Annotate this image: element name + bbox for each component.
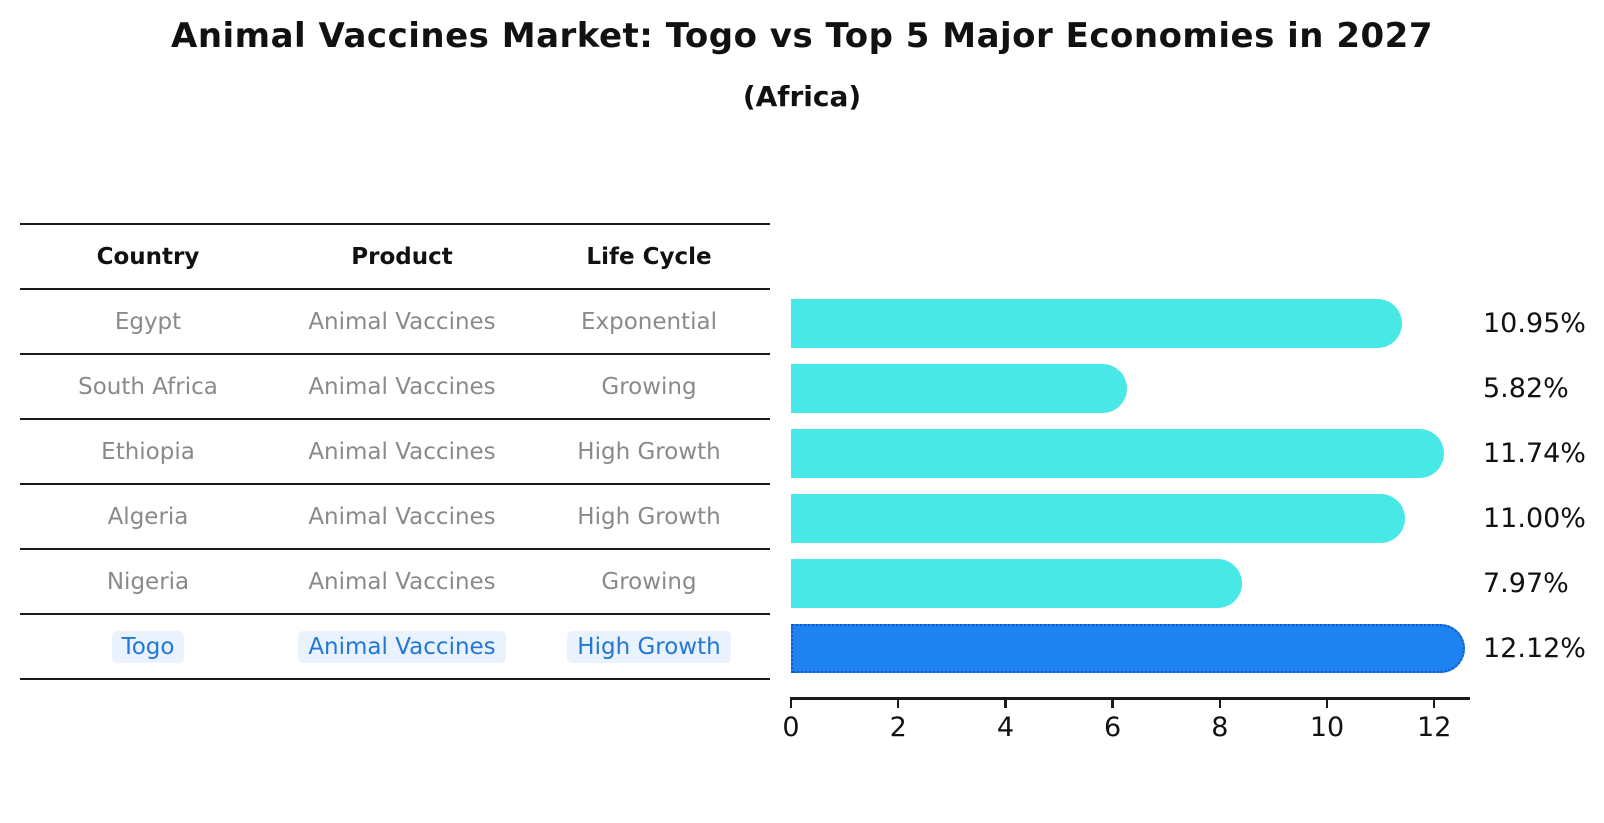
x-axis-tick bbox=[1325, 697, 1329, 708]
table-cell-country: Togo bbox=[20, 630, 276, 663]
table-cell-product: Animal Vaccines bbox=[308, 438, 496, 465]
bar-value-label: 10.95% bbox=[1483, 308, 1586, 339]
chart-subtitle: (Africa) bbox=[742, 80, 862, 113]
bar-south-africa bbox=[791, 364, 1127, 413]
table-header-row: Country Product Life Cycle bbox=[20, 225, 770, 290]
x-axis-tick-label: 12 bbox=[1417, 712, 1452, 743]
table-cell-life-cycle: Exponential bbox=[580, 308, 717, 335]
table-cell-country: Ethiopia bbox=[101, 438, 195, 465]
x-axis-tick bbox=[1004, 697, 1007, 708]
x-axis-tick-label: 2 bbox=[889, 712, 907, 743]
column-header-country: Country bbox=[96, 243, 200, 270]
table-row: Algeria Animal Vaccines High Growth bbox=[20, 485, 770, 550]
table-row: Nigeria Animal Vaccines Growing bbox=[20, 550, 770, 615]
x-axis-tick bbox=[1111, 697, 1114, 708]
country-table: Country Product Life Cycle Egypt Animal V… bbox=[20, 223, 770, 680]
x-axis-tick bbox=[1432, 697, 1436, 708]
table-row: Ethiopia Animal Vaccines High Growth bbox=[20, 420, 770, 485]
bar-algeria bbox=[791, 494, 1405, 543]
bar-value-label: 11.00% bbox=[1483, 503, 1586, 534]
table-cell-country: South Africa bbox=[78, 373, 218, 400]
bar-togo-highlighted bbox=[791, 624, 1465, 673]
x-axis-line bbox=[791, 697, 1470, 700]
table-cell-product: Animal Vaccines bbox=[308, 568, 496, 595]
table-cell-product: Animal Vaccines bbox=[308, 503, 496, 530]
table-cell-life-cycle: Growing bbox=[601, 373, 697, 400]
x-axis-tick-label: 0 bbox=[782, 712, 800, 743]
table-cell-country: Nigeria bbox=[106, 568, 190, 595]
table-cell-product: Animal Vaccines bbox=[276, 630, 528, 663]
bar-value-label: 5.82% bbox=[1483, 373, 1569, 404]
table-cell-life-cycle: High Growth bbox=[577, 438, 721, 465]
x-axis-tick bbox=[789, 697, 793, 708]
bar-egypt bbox=[791, 299, 1402, 348]
x-axis-tick-label: 4 bbox=[996, 712, 1014, 743]
bar-ethiopia bbox=[791, 429, 1445, 478]
table-row-highlighted: Togo Animal Vaccines High Growth bbox=[20, 615, 770, 680]
table-cell-life-cycle: High Growth bbox=[528, 630, 770, 663]
bar-value-label: 11.74% bbox=[1483, 438, 1586, 469]
table-cell-country: Egypt bbox=[114, 308, 182, 335]
country-table-rows: Egypt Animal Vaccines Exponential South Afr… bbox=[20, 290, 770, 680]
x-axis-tick-label: 6 bbox=[1104, 712, 1122, 743]
table-cell-life-cycle: High Growth bbox=[577, 503, 721, 530]
x-axis-tick bbox=[1218, 697, 1222, 708]
table-row: Egypt Animal Vaccines Exponential bbox=[20, 290, 770, 355]
table-cell-country: Algeria bbox=[107, 503, 189, 530]
table-cell-product: Animal Vaccines bbox=[308, 308, 496, 335]
table-cell-life-cycle: Growing bbox=[601, 568, 697, 595]
x-axis-tick-label: 8 bbox=[1211, 712, 1229, 743]
column-header-product: Product bbox=[351, 243, 453, 270]
table-cell-product: Animal Vaccines bbox=[308, 373, 496, 400]
bar-value-label: 12.12% bbox=[1483, 633, 1586, 664]
chart-title: Animal Vaccines Market: Togo vs Top 5 Ma… bbox=[171, 16, 1433, 56]
table-row: South Africa Animal Vaccines Growing bbox=[20, 355, 770, 420]
bar-value-label: 7.97% bbox=[1483, 568, 1569, 599]
x-axis-tick bbox=[896, 697, 900, 708]
bar-nigeria bbox=[791, 559, 1243, 608]
x-axis-tick-label: 10 bbox=[1309, 712, 1345, 743]
column-header-life-cycle: Life Cycle bbox=[586, 243, 712, 270]
